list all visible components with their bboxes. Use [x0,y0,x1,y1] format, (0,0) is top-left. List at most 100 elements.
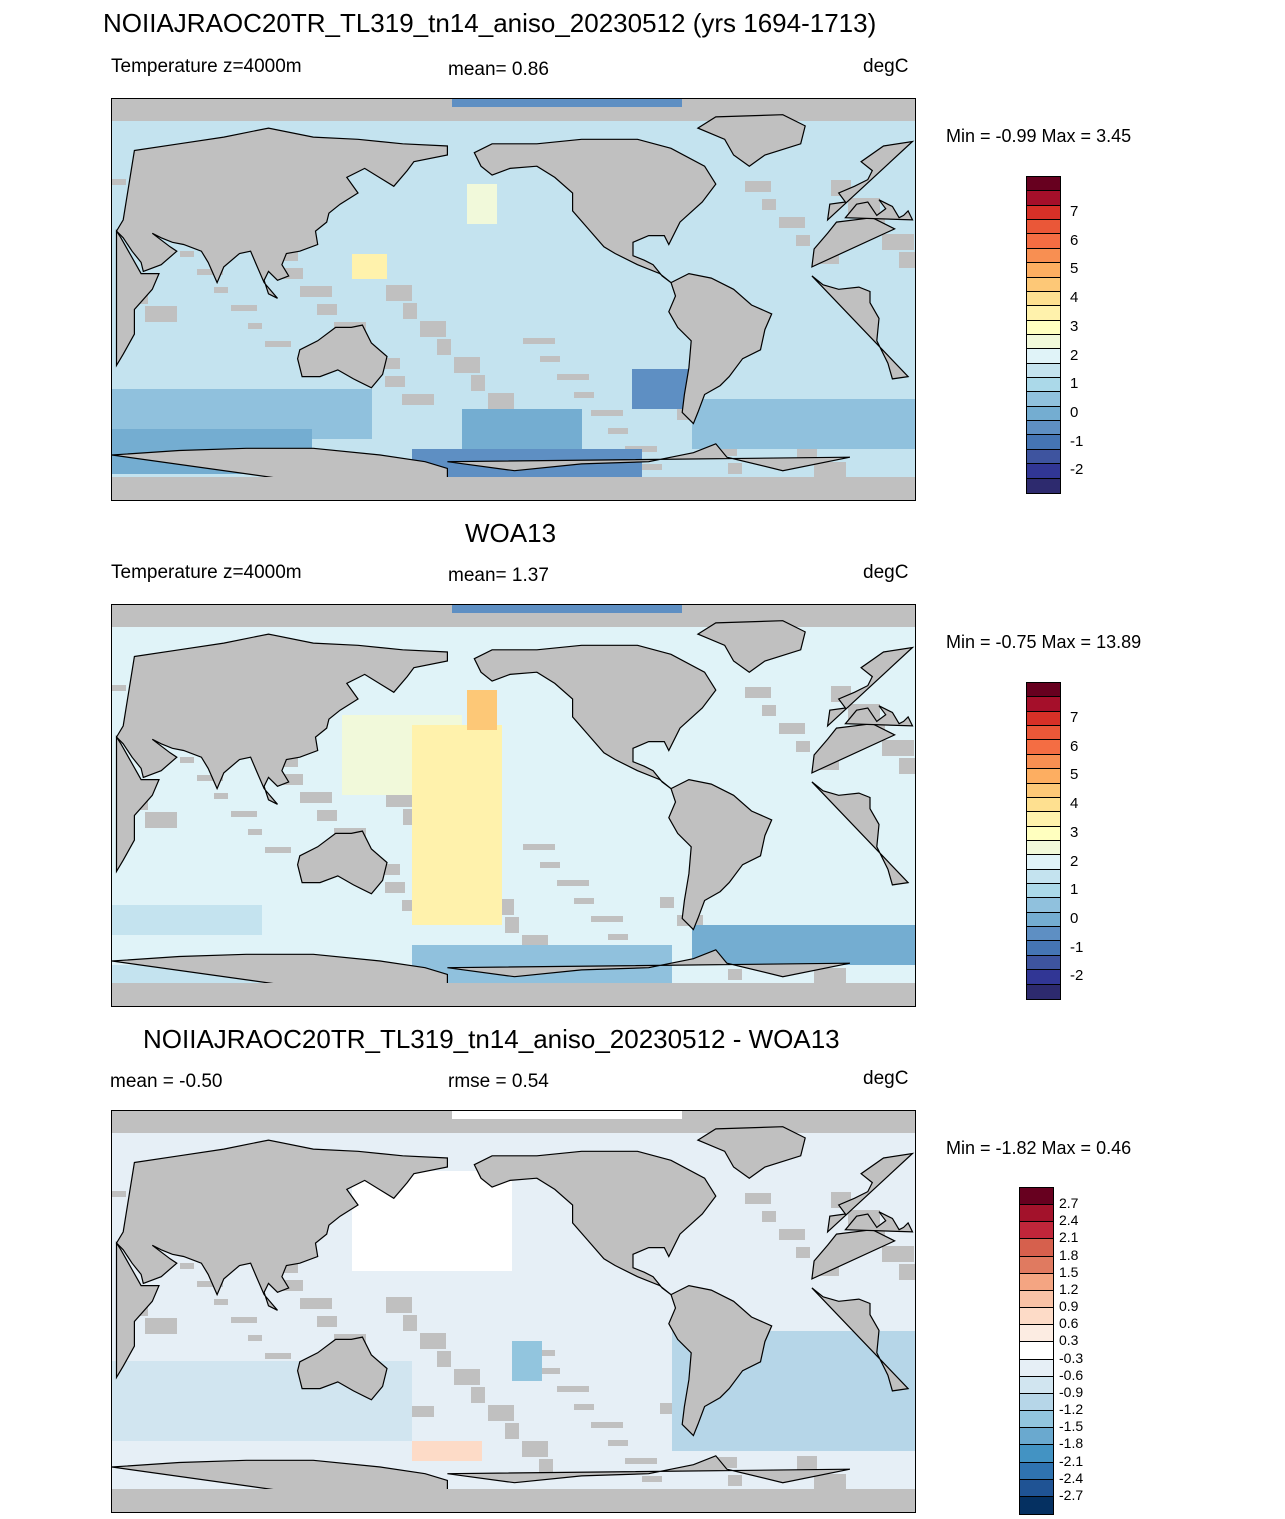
no-data-cell [231,811,257,817]
no-data-cell [300,286,332,297]
no-data-cell [540,1368,560,1374]
colorbar-tick-label: 2.1 [1059,1229,1079,1246]
no-data-cell [591,1422,623,1428]
no-data-cell [180,251,194,257]
ocean-anomaly-patch [112,1371,252,1411]
colorbar-tick-label: 4 [1070,289,1079,307]
no-data-cell [557,374,589,380]
no-data-cell [283,268,303,279]
no-data-cell [574,392,594,398]
northAmerica-landmass [473,138,717,284]
colorbar-swatch [1020,1222,1053,1240]
colorbar-swatch [1027,927,1060,942]
colorbar-tick-label: -0.9 [1059,1383,1084,1400]
no-data-cell [317,810,337,821]
colorbar-swatch [1027,884,1060,899]
panel-2-title: WOA13 [465,518,557,548]
africa-landmass [811,275,910,380]
colorbar-swatch [1027,855,1060,870]
panel-3-minmax: Min = -1.82 Max = 0.46 [946,1138,1132,1158]
no-data-cell [814,968,846,984]
colorbar-tick-label: -2 [1070,967,1084,985]
no-data-cell [214,1299,228,1305]
no-data-cell [214,793,228,799]
africa-landmass [811,217,896,268]
no-data-cell [728,1475,742,1486]
panel-2-map [111,604,916,1007]
arctic-no-data [112,99,915,121]
no-data-cell [660,897,674,908]
no-data-cell [540,862,560,868]
colorbar-tick-label: 0.3 [1059,1332,1079,1349]
arctic-no-data [112,1111,915,1133]
no-data-cell [403,303,417,319]
colorbar-tick-label: 1.5 [1059,1263,1079,1280]
colorbar-swatch [1020,1393,1053,1412]
no-data-cell [488,1405,514,1421]
colorbar-tick-label: -2.4 [1059,1469,1084,1486]
no-data-cell [557,880,589,886]
colorbar-swatches [1019,1187,1054,1515]
ocean-warm-patch [467,184,497,224]
no-data-cell [437,1351,451,1367]
colorbar-swatch [1027,449,1060,465]
southAmerica-landmass [668,778,773,931]
no-data-cell [660,1403,674,1414]
colorbar-swatch [1027,234,1060,249]
eurasia-landmass [826,1152,915,1234]
no-data-cell [300,1298,332,1309]
colorbar-swatch [1020,1359,1053,1377]
colorbar-swatch [1027,363,1060,379]
colorbar-swatch [1027,435,1060,450]
colorbar-swatches [1026,682,1061,1000]
no-data-cell [112,1191,126,1197]
panel-3-map [111,1110,916,1513]
ocean-warm-patch [512,1341,542,1381]
panel-1-variable-label: Temperature z=4000m [111,56,302,77]
no-data-cell [283,1280,303,1291]
colorbar-swatch [1020,1205,1053,1223]
no-data-cell [899,252,915,268]
no-data-cell [231,305,257,311]
no-data-cell [779,217,805,228]
colorbar-swatch [1020,1273,1053,1291]
colorbar-tick-label: -2.7 [1059,1486,1084,1503]
panel-1-minmax: Min = -0.99 Max = 3.45 [946,126,1132,146]
colorbar-tick-label: 0.9 [1059,1298,1079,1315]
colorbar-swatch [1027,277,1060,292]
colorbar-swatch [1027,970,1060,985]
no-data-cell [248,829,262,835]
no-data-cell [523,338,555,344]
colorbar-swatch [1020,1496,1053,1514]
no-data-cell [112,685,126,691]
africa-landmass [115,1241,160,1380]
no-data-cell [420,321,446,337]
colorbar-swatch [1027,263,1060,278]
no-data-cell [471,375,485,391]
africa-landmass [115,735,160,874]
colorbar-swatch [1020,1479,1053,1497]
no-data-cell [248,323,262,329]
no-data-cell [711,1457,737,1468]
colorbar-swatch [1020,1188,1053,1206]
arctic-basin [452,1111,682,1119]
panel-3-mean: mean = -0.50 [110,1071,223,1092]
no-data-cell [402,394,434,405]
no-data-cell [899,1264,915,1280]
antarctic-fill [112,1489,915,1512]
panel-1-units: degC [863,56,909,77]
no-data-cell [437,339,451,355]
no-data-cell [591,916,623,922]
ocean-anomaly-patch [112,905,262,935]
panel-1-mean: mean= 0.86 [448,59,549,80]
colorbar-swatch [1020,1239,1053,1257]
colorbar-swatch [1027,941,1060,956]
no-data-cell [471,1387,485,1403]
colorbar-tick-label: -1.5 [1059,1418,1084,1435]
no-data-cell [522,1441,548,1457]
no-data-cell [488,393,514,409]
colorbar-tick-label: -1.2 [1059,1401,1084,1418]
colorbar-swatch [1027,464,1060,479]
colorbar-tick-label: 1 [1070,881,1079,899]
colorbar-swatch [1027,984,1060,999]
